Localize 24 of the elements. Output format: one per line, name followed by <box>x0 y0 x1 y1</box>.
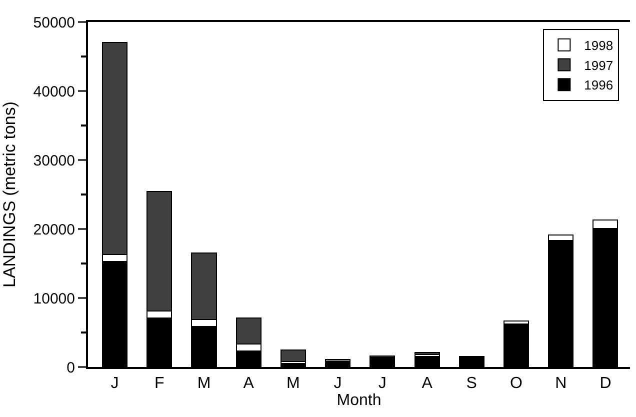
legend-label: 1997 <box>584 58 614 73</box>
legend-label: 1996 <box>584 78 614 93</box>
x-tick-label: J <box>110 375 119 392</box>
y-tick-label: 50000 <box>33 14 75 32</box>
x-tick-label: J <box>334 375 342 392</box>
y-tick-label: 20000 <box>33 221 75 238</box>
y-tick-label: 30000 <box>33 152 75 170</box>
x-tick-label: M <box>197 375 211 392</box>
x-tick-label: M <box>286 375 300 392</box>
y-tick-label: 0 <box>66 359 75 376</box>
y-tick-label: 10000 <box>33 290 75 308</box>
x-tick-label: O <box>510 375 522 392</box>
y-tick-label: 40000 <box>33 83 75 100</box>
x-tick-label: F <box>154 375 164 392</box>
bar <box>280 349 306 362</box>
x-tick-label: N <box>555 375 567 392</box>
x-axis-title: Month <box>336 392 382 410</box>
x-tick-label: S <box>466 375 477 392</box>
x-tick-label: A <box>243 375 254 392</box>
x-tick-label: A <box>422 375 433 392</box>
y-axis-title: LANDINGS (metric tons) <box>0 101 19 288</box>
legend-label: 1998 <box>584 38 614 53</box>
x-tick-label: J <box>378 375 386 392</box>
x-tick-label: D <box>600 375 612 392</box>
